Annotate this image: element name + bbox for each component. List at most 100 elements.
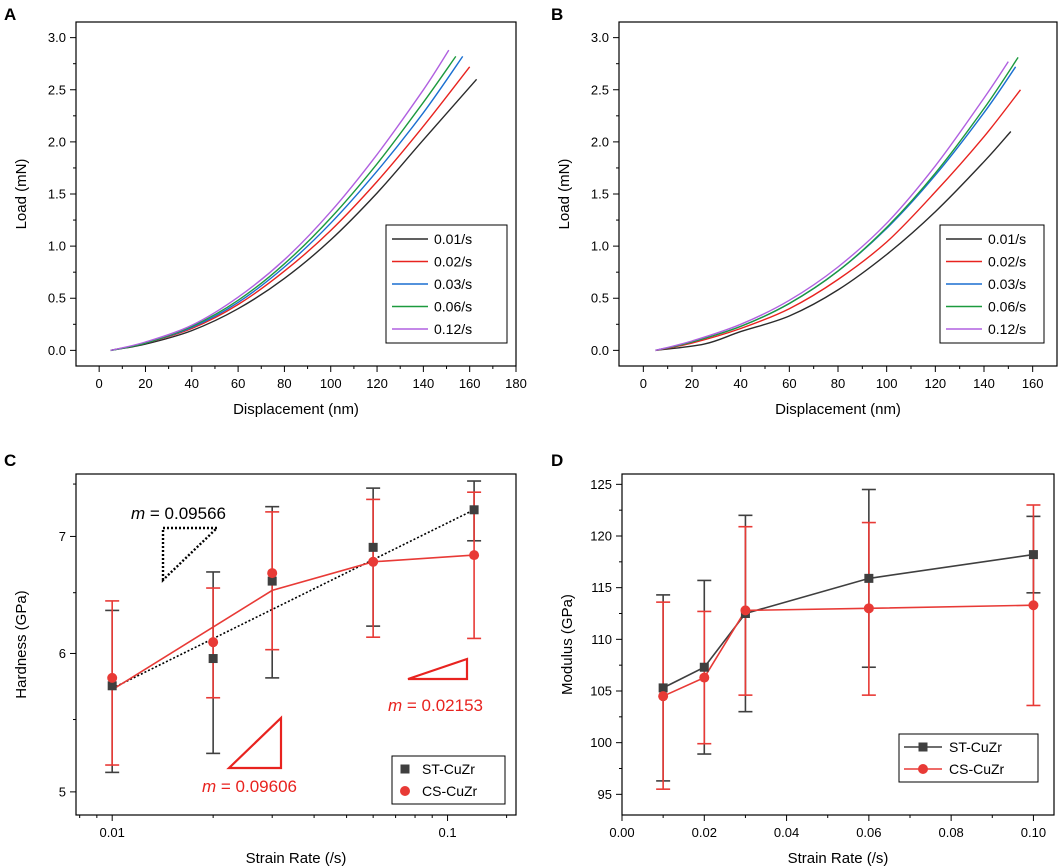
y-tick-label: 0.0 (591, 343, 609, 358)
x-axis-label: Strain Rate (/s) (788, 850, 889, 867)
data-point (400, 786, 410, 796)
series-line-0.01-per-s (110, 78, 478, 352)
x-axis-label: Displacement (nm) (775, 401, 901, 418)
data-point (368, 556, 379, 567)
legend-box (391, 755, 506, 805)
legend-label: 0.06/s (434, 299, 472, 315)
x-tick-label: 120 (924, 376, 946, 391)
y-tick-label: 0.5 (591, 291, 609, 306)
data-point (918, 742, 928, 752)
data-point (267, 576, 277, 586)
x-axis-label: Displacement (nm) (233, 401, 359, 418)
y-tick-label: 6 (59, 646, 66, 661)
data-point (1028, 550, 1038, 560)
y-tick-label: 100 (590, 735, 612, 750)
x-tick-label: 20 (138, 376, 152, 391)
data-point (469, 505, 479, 515)
x-tick-label: 80 (277, 376, 291, 391)
x-tick-label: 160 (1022, 376, 1044, 391)
data-point (107, 681, 117, 691)
data-point (267, 568, 278, 579)
y-tick-label: 125 (590, 477, 612, 492)
legend-label: 0.06/s (988, 299, 1026, 315)
y-tick-label: 7 (59, 529, 66, 544)
data-point (208, 654, 218, 664)
panel-c: C 0.01 0.1 5 6 7 Strain Rate (/s) Hardness (GPa… (4, 451, 517, 867)
y-tick-label: 1.5 (48, 187, 66, 202)
data-point (864, 573, 874, 583)
x-tick-label: 0.00 (609, 825, 634, 840)
data-point (107, 672, 118, 683)
data-point (918, 764, 928, 774)
slope-triangle (407, 657, 469, 681)
panel-label: D (551, 451, 563, 470)
data-point (469, 550, 480, 561)
legend: 0.01/s 0.02/s 0.03/s 0.06/s 0.12/s (385, 224, 508, 344)
y-axis-label: Load (mN) (556, 159, 573, 230)
slope-symbol: m (388, 696, 402, 715)
y-tick-label: 2.5 (48, 82, 66, 97)
legend-label: CS-CuZr (422, 783, 478, 799)
slope-triangle (161, 526, 220, 583)
series-line (662, 604, 1034, 697)
data-point (863, 603, 874, 614)
y-tick-label: 110 (591, 632, 612, 647)
panel-a: A 0 20 40 60 80 100 120 140 160 180 0.0 0.5 1.0 1.5 2.0… (4, 5, 527, 418)
x-tick-label: 20 (685, 376, 699, 391)
x-tick-label: 0.08 (938, 825, 963, 840)
legend-label: ST-CuZr (949, 739, 1002, 755)
y-axis-label: Load (mN) (13, 159, 30, 230)
data-point (368, 542, 378, 552)
y-tick-label: 3.0 (591, 30, 609, 45)
panel-b: B 0 20 40 60 80 100 120 140 160 0.0 0.5 1.0 1.5 2.0 2.5… (551, 5, 1058, 418)
x-tick-label: 180 (505, 376, 527, 391)
panel-label: A (4, 5, 16, 24)
legend: ST-CuZr CS-CuZr (391, 755, 506, 805)
x-tick-label: 0.1 (439, 825, 457, 840)
series-line-0.01-per-s (655, 131, 1012, 352)
data-point (208, 637, 219, 648)
x-tick-label: 140 (413, 376, 435, 391)
x-tick-label: 60 (782, 376, 796, 391)
series-line-0.12-per-s (655, 61, 1009, 352)
legend: ST-CuZr CS-CuZr (898, 733, 1039, 783)
y-tick-label: 3.0 (48, 30, 66, 45)
x-tick-label: 100 (876, 376, 898, 391)
x-tick-label: 0 (96, 376, 103, 391)
x-tick-label: 140 (973, 376, 995, 391)
x-tick-label: 120 (366, 376, 388, 391)
data-point (658, 691, 669, 702)
legend-label: 0.03/s (434, 276, 472, 292)
legend-label: CS-CuZr (949, 761, 1005, 777)
data-point (658, 683, 668, 693)
y-tick-label: 2.0 (591, 134, 609, 149)
panel-d: D 0.00 0.02 0.04 0.06 0.08 0.10 95 100 105 110 115 1… (551, 451, 1055, 867)
slope-triangle (226, 715, 283, 770)
slope-label: m = 0.02153 (388, 696, 483, 715)
data-point (400, 764, 410, 774)
slope-symbol: m (131, 504, 145, 523)
x-tick-label: 0.01 (100, 825, 125, 840)
data-point (1028, 600, 1039, 611)
y-tick-label: 115 (591, 580, 612, 595)
slope-label: m = 0.09566 (131, 504, 226, 523)
plot-frame (621, 473, 1055, 816)
x-tick-label: 0.02 (692, 825, 717, 840)
series-line-0.06-per-s (655, 57, 1019, 352)
y-tick-label: 1.5 (591, 187, 609, 202)
series-line-0.12-per-s (110, 49, 450, 352)
x-tick-label: 60 (231, 376, 245, 391)
y-axis-label: Modulus (GPa) (559, 594, 576, 695)
y-tick-label: 0.5 (48, 291, 66, 306)
legend-label: 0.01/s (988, 231, 1026, 247)
y-tick-label: 120 (590, 529, 612, 544)
series-line (662, 553, 1034, 689)
x-tick-label: 100 (320, 376, 342, 391)
x-tick-label: 0.06 (856, 825, 881, 840)
legend-label: ST-CuZr (422, 761, 475, 777)
y-tick-label: 2.0 (48, 134, 66, 149)
plot-frame (75, 473, 517, 816)
y-tick-label: 2.5 (591, 82, 609, 97)
data-point (699, 662, 709, 672)
